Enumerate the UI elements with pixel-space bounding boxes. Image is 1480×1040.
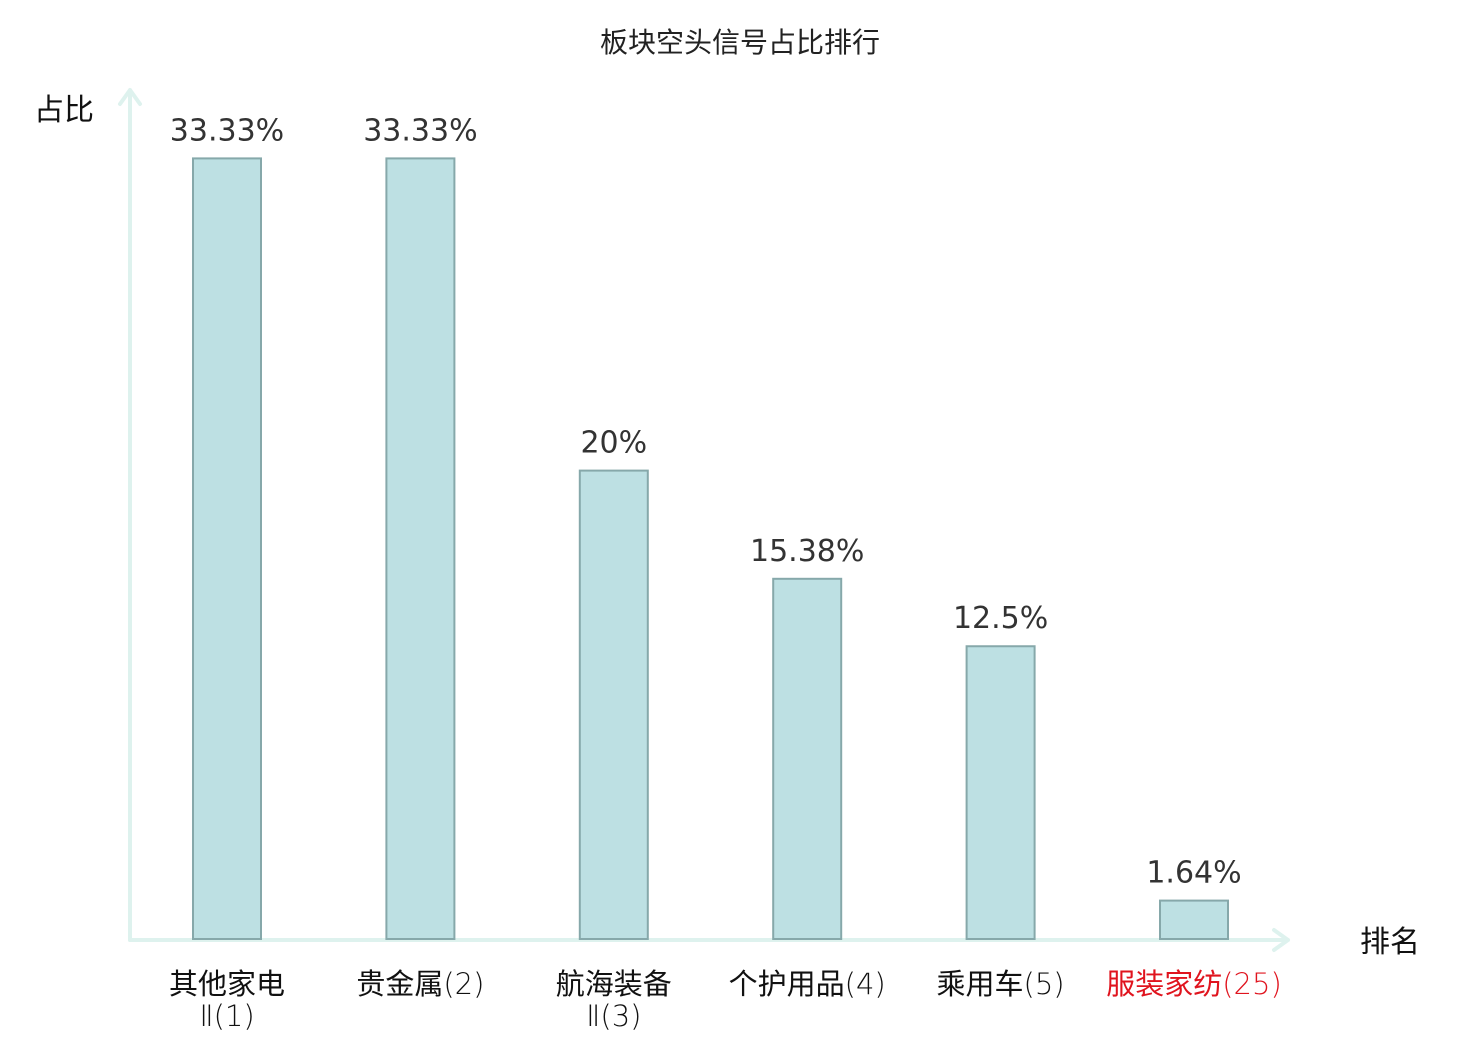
category-label-4: 个护用品(4) xyxy=(729,967,886,1001)
bar-6 xyxy=(1159,899,1229,940)
y-axis-label: 占比 xyxy=(34,93,94,128)
category-name-suffix: Ⅱ xyxy=(199,999,213,1033)
category-rank: (3) xyxy=(600,999,641,1033)
bars-group xyxy=(192,157,1229,941)
category-name: 乘用车 xyxy=(937,967,1024,1001)
category-rank: (1) xyxy=(214,999,255,1033)
bar-2 xyxy=(385,157,456,940)
category-label-2: 贵金属(2) xyxy=(356,967,484,1001)
category-label-5: 乘用车(5) xyxy=(937,967,1065,1001)
category-name: 个护用品 xyxy=(729,967,845,1001)
chart-title: 板块空头信号占比排行 xyxy=(600,26,880,59)
value-label-3: 20% xyxy=(580,426,647,461)
value-label-5: 12.5% xyxy=(953,601,1048,636)
category-label-3: 航海装备 xyxy=(556,967,672,1001)
category-name: 服装家纺 xyxy=(1106,967,1222,1001)
category-name: 其他家电 xyxy=(169,967,285,1001)
category-rank: (25) xyxy=(1222,967,1282,1001)
y-axis xyxy=(118,88,142,942)
category-name: 航海装备 xyxy=(556,967,672,1001)
category-label-6: 服装家纺(25) xyxy=(1106,967,1282,1001)
category-rank: (2) xyxy=(443,967,484,1001)
category-label-line2-1: Ⅱ(1) xyxy=(199,999,254,1033)
value-label-1: 33.33% xyxy=(170,113,284,148)
bar-4 xyxy=(772,577,843,941)
category-label-line2-3: Ⅱ(3) xyxy=(586,999,641,1033)
value-label-4: 15.38% xyxy=(750,534,864,569)
category-rank: (4) xyxy=(845,967,886,1001)
value-labels-group: 33.33% 33.33% 20% 15.38% 12.5% 1.64% xyxy=(170,113,1242,890)
x-axis xyxy=(128,928,1290,952)
value-label-6: 1.64% xyxy=(1146,856,1241,891)
bar-3 xyxy=(578,469,649,940)
category-name-suffix: Ⅱ xyxy=(586,999,600,1033)
value-label-2: 33.33% xyxy=(363,113,477,148)
bar-5 xyxy=(965,645,1036,941)
category-rank: (5) xyxy=(1024,967,1065,1001)
x-axis-label: 排名 xyxy=(1360,925,1420,960)
category-name: 贵金属 xyxy=(356,967,443,1001)
bar-1 xyxy=(192,157,262,940)
category-label-1: 其他家电 xyxy=(169,967,285,1001)
